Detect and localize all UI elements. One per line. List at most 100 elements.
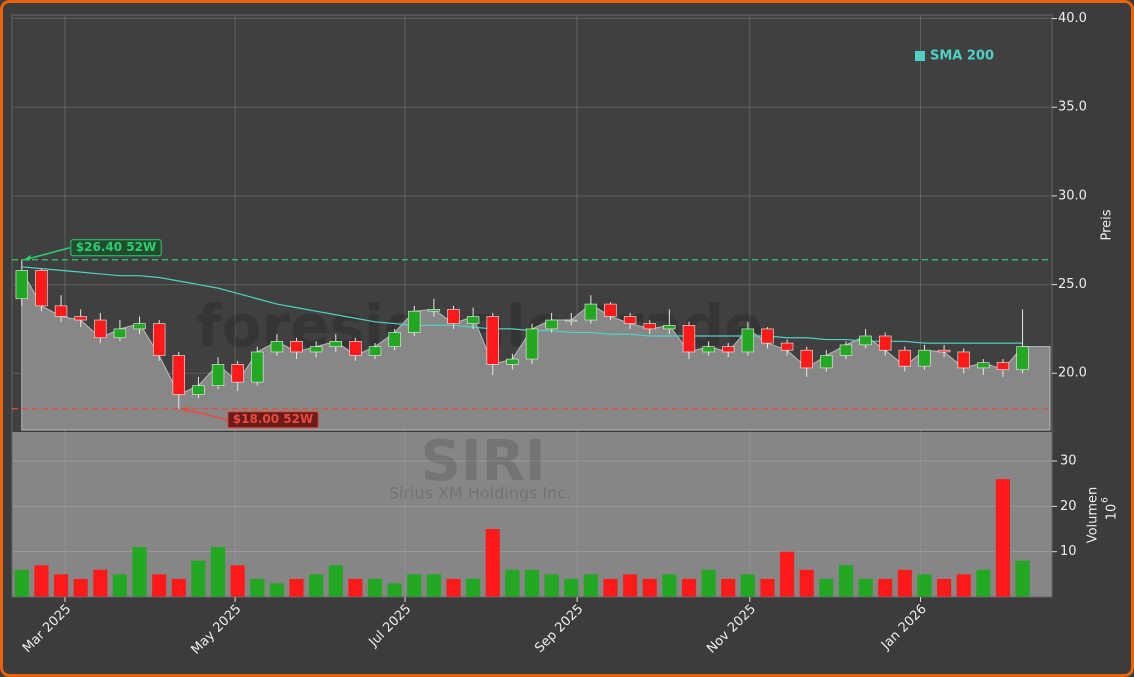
volume-bar [623, 574, 638, 597]
watermark-company: Sirius XM Holdings Inc. [389, 484, 571, 503]
volume-bar [956, 574, 971, 597]
candle-body [329, 341, 342, 347]
candle-body [623, 316, 637, 324]
candle-body [309, 346, 323, 353]
candle-body [94, 319, 107, 339]
annotation-arrow [181, 407, 227, 421]
candle-body [231, 364, 244, 383]
volume-unit-exponent: 6 [1101, 497, 1111, 503]
candle-body [800, 349, 813, 369]
candle-body [604, 303, 617, 317]
candle-body [408, 310, 421, 333]
y-tick-label: 40.0 [1058, 11, 1087, 26]
candle-body [898, 349, 912, 367]
volume-bar [73, 578, 88, 597]
volume-bar [544, 574, 559, 597]
volume-bar [367, 578, 383, 597]
candle-body [1016, 346, 1029, 371]
volume-bar [309, 574, 324, 597]
volume-bar [132, 547, 147, 597]
volume-bar [760, 578, 775, 597]
volume-bar [642, 578, 657, 597]
candle-body [663, 325, 676, 330]
annotation-arrowhead [180, 406, 188, 413]
volume-bar [191, 560, 206, 597]
volume-bar [230, 565, 245, 597]
volume-bar [250, 578, 265, 597]
volume-bar [348, 578, 363, 597]
volume-bar [937, 578, 952, 597]
plot-border [11, 14, 1053, 598]
legend-label: SMA 200 [930, 49, 994, 64]
volume-bar [780, 551, 795, 597]
candle-body [780, 342, 794, 351]
sma-line [21, 266, 1023, 344]
volume-bar [269, 583, 284, 597]
candle-body [486, 316, 499, 365]
annotation-box [227, 411, 319, 429]
annotation-label: $26.40 52W [76, 240, 156, 254]
volume-bar [721, 578, 736, 597]
candle-body [506, 358, 519, 365]
candle-body [879, 335, 892, 351]
candle-body [957, 351, 970, 369]
candle-body [35, 270, 48, 307]
volume-bar [152, 574, 167, 597]
legend-swatch [915, 51, 925, 61]
candle-body [545, 319, 558, 330]
watermark-symbol: SIRI [420, 429, 545, 494]
y-tick-label: 25.0 [1058, 277, 1087, 292]
candle-body [643, 323, 656, 330]
annotation-arrowhead [23, 254, 31, 261]
candle-body [977, 362, 990, 369]
candle-body [172, 355, 185, 395]
volume-bar [701, 569, 716, 597]
candle-body [525, 328, 539, 360]
candle-body [447, 309, 460, 324]
candle-body [722, 346, 735, 353]
y-tick-label: 35.0 [1058, 100, 1087, 115]
volume-bar [93, 569, 108, 597]
candle-body [682, 325, 696, 353]
volume-bar [485, 529, 500, 597]
candle-body [74, 316, 87, 321]
candle-body [839, 344, 853, 356]
volume-bar [446, 578, 461, 597]
volume-unit: 10 [1105, 504, 1120, 521]
volume-bar [740, 574, 755, 597]
volume-bar [328, 565, 343, 597]
volume-bar [210, 547, 226, 597]
volume-axis-label: Volumen [1086, 487, 1101, 544]
candle-body [349, 341, 362, 356]
volume-bar [14, 569, 29, 597]
volume-bar [1015, 560, 1030, 597]
volume-bar [858, 578, 873, 597]
volume-bar [897, 569, 912, 597]
candle-body [702, 346, 715, 353]
volume-bar [583, 574, 598, 597]
y-tick-label: 30.0 [1058, 188, 1087, 203]
y-tick-label: 20.0 [1058, 366, 1087, 381]
volume-bar [603, 578, 618, 597]
volume-panel [12, 432, 1052, 597]
candle-body [996, 362, 1010, 371]
candle-body [565, 319, 578, 322]
volume-bar [426, 574, 441, 597]
candle-body [427, 309, 441, 312]
volume-bar [524, 569, 540, 597]
candle-body [113, 328, 127, 339]
candle-body [251, 351, 264, 383]
volume-bar [838, 565, 854, 597]
volume-bar [799, 569, 814, 597]
volume-bar [976, 569, 991, 597]
volume-bar [505, 569, 520, 597]
candle-body [937, 349, 951, 353]
annotation-box [70, 239, 162, 257]
candle-body [466, 316, 480, 324]
candle-body [584, 303, 598, 321]
y-axis-label: Preis [1100, 209, 1115, 240]
candle-body [741, 328, 755, 353]
candle-body [270, 341, 284, 353]
